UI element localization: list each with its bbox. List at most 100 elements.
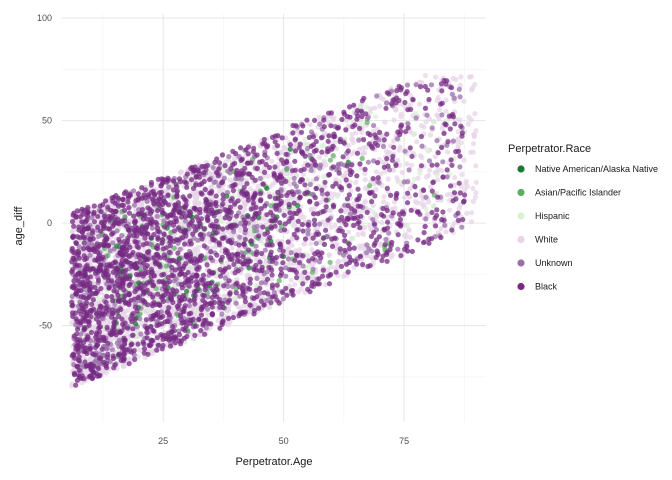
scatter-point (344, 155, 350, 161)
scatter-point (408, 207, 414, 213)
scatter-point (437, 107, 443, 113)
scatter-point (309, 269, 316, 275)
scatter-point (145, 256, 151, 262)
scatter-point (237, 227, 243, 234)
scatter-point (120, 363, 126, 369)
scatter-point (401, 179, 407, 185)
scatter-point (368, 233, 375, 239)
scatter-point (324, 191, 330, 197)
scatter-point (434, 207, 440, 213)
scatter-point (167, 279, 173, 285)
scatter-point (334, 241, 340, 247)
scatter-point (359, 113, 365, 120)
scatter-point (427, 132, 434, 138)
scatter-point (443, 97, 449, 103)
scatter-point (422, 105, 428, 111)
scatter-point (316, 259, 323, 265)
scatter-point (229, 252, 235, 258)
scatter-point (300, 281, 306, 287)
scatter-point (110, 269, 116, 275)
scatter-point (447, 207, 453, 213)
scatter-point (205, 312, 211, 318)
scatter-point (290, 122, 296, 129)
scatter-point (276, 300, 282, 306)
scatter-point (305, 264, 312, 270)
scatter-point (444, 167, 450, 173)
scatter-point (138, 281, 144, 287)
scatter-point (166, 311, 172, 318)
scatter-point (431, 119, 437, 125)
scatter-point (140, 297, 146, 303)
scatter-point (268, 224, 274, 230)
scatter-point (230, 188, 236, 194)
scatter-point (311, 211, 317, 217)
scatter-point (470, 149, 476, 155)
scatter-point (183, 180, 189, 186)
scatter-point (131, 233, 137, 239)
scatter-point (216, 160, 223, 166)
scatter-point (360, 230, 366, 236)
scatter-point (266, 304, 273, 311)
scatter-point (457, 153, 463, 159)
scatter-point (457, 117, 463, 123)
scatter-point (226, 216, 233, 222)
scatter-point (123, 251, 129, 257)
scatter-point (327, 157, 333, 163)
scatter-point (167, 243, 173, 249)
scatter-point (220, 196, 226, 202)
scatter-point (136, 207, 142, 213)
scatter-point (235, 251, 241, 257)
scatter-point (426, 236, 432, 242)
scatter-point (205, 294, 211, 300)
scatter-point (381, 137, 387, 143)
scatter-point (209, 294, 215, 301)
scatter-point (410, 131, 416, 138)
scatter-point (406, 167, 412, 173)
scatter-point (267, 194, 273, 200)
scatter-point (128, 342, 134, 348)
scatter-point (423, 206, 429, 212)
scatter-point (307, 199, 313, 205)
scatter-point (357, 161, 363, 167)
scatter-point (312, 195, 318, 201)
scatter-point (422, 223, 428, 229)
scatter-point (350, 235, 356, 241)
scatter-point (187, 258, 193, 264)
scatter-point (167, 343, 174, 349)
scatter-point (176, 176, 183, 182)
scatter-point (317, 162, 324, 168)
scatter-point (405, 190, 411, 196)
scatter-point (438, 101, 444, 107)
scatter-point (294, 275, 300, 281)
scatter-point (267, 242, 273, 248)
scatter-point (285, 256, 292, 262)
scatter-point (279, 157, 285, 163)
scatter-point (69, 229, 75, 235)
scatter-point (278, 266, 284, 272)
scatter-point (247, 186, 253, 192)
scatter-point (435, 194, 441, 200)
scatter-point (364, 104, 370, 110)
scatter-point (125, 307, 131, 313)
scatter-point (321, 117, 327, 123)
scatter-point (95, 224, 101, 230)
scatter-point (145, 307, 151, 313)
scatter-point (268, 203, 274, 209)
scatter-point (383, 105, 389, 111)
scatter-point (423, 216, 429, 222)
scatter-point (401, 194, 408, 200)
scatter-point (242, 236, 248, 243)
scatter-point (413, 82, 419, 88)
scatter-point (148, 338, 154, 344)
scatter-point (120, 321, 126, 327)
scatter-point (373, 186, 379, 193)
scatter-point (187, 320, 194, 326)
scatter-point (311, 148, 317, 154)
scatter-point (250, 200, 256, 206)
scatter-point (242, 309, 248, 315)
scatter-point (346, 183, 352, 189)
scatter-point (274, 150, 280, 156)
scatter-point (210, 270, 217, 276)
scatter-point (213, 244, 219, 250)
scatter-point (439, 88, 445, 94)
